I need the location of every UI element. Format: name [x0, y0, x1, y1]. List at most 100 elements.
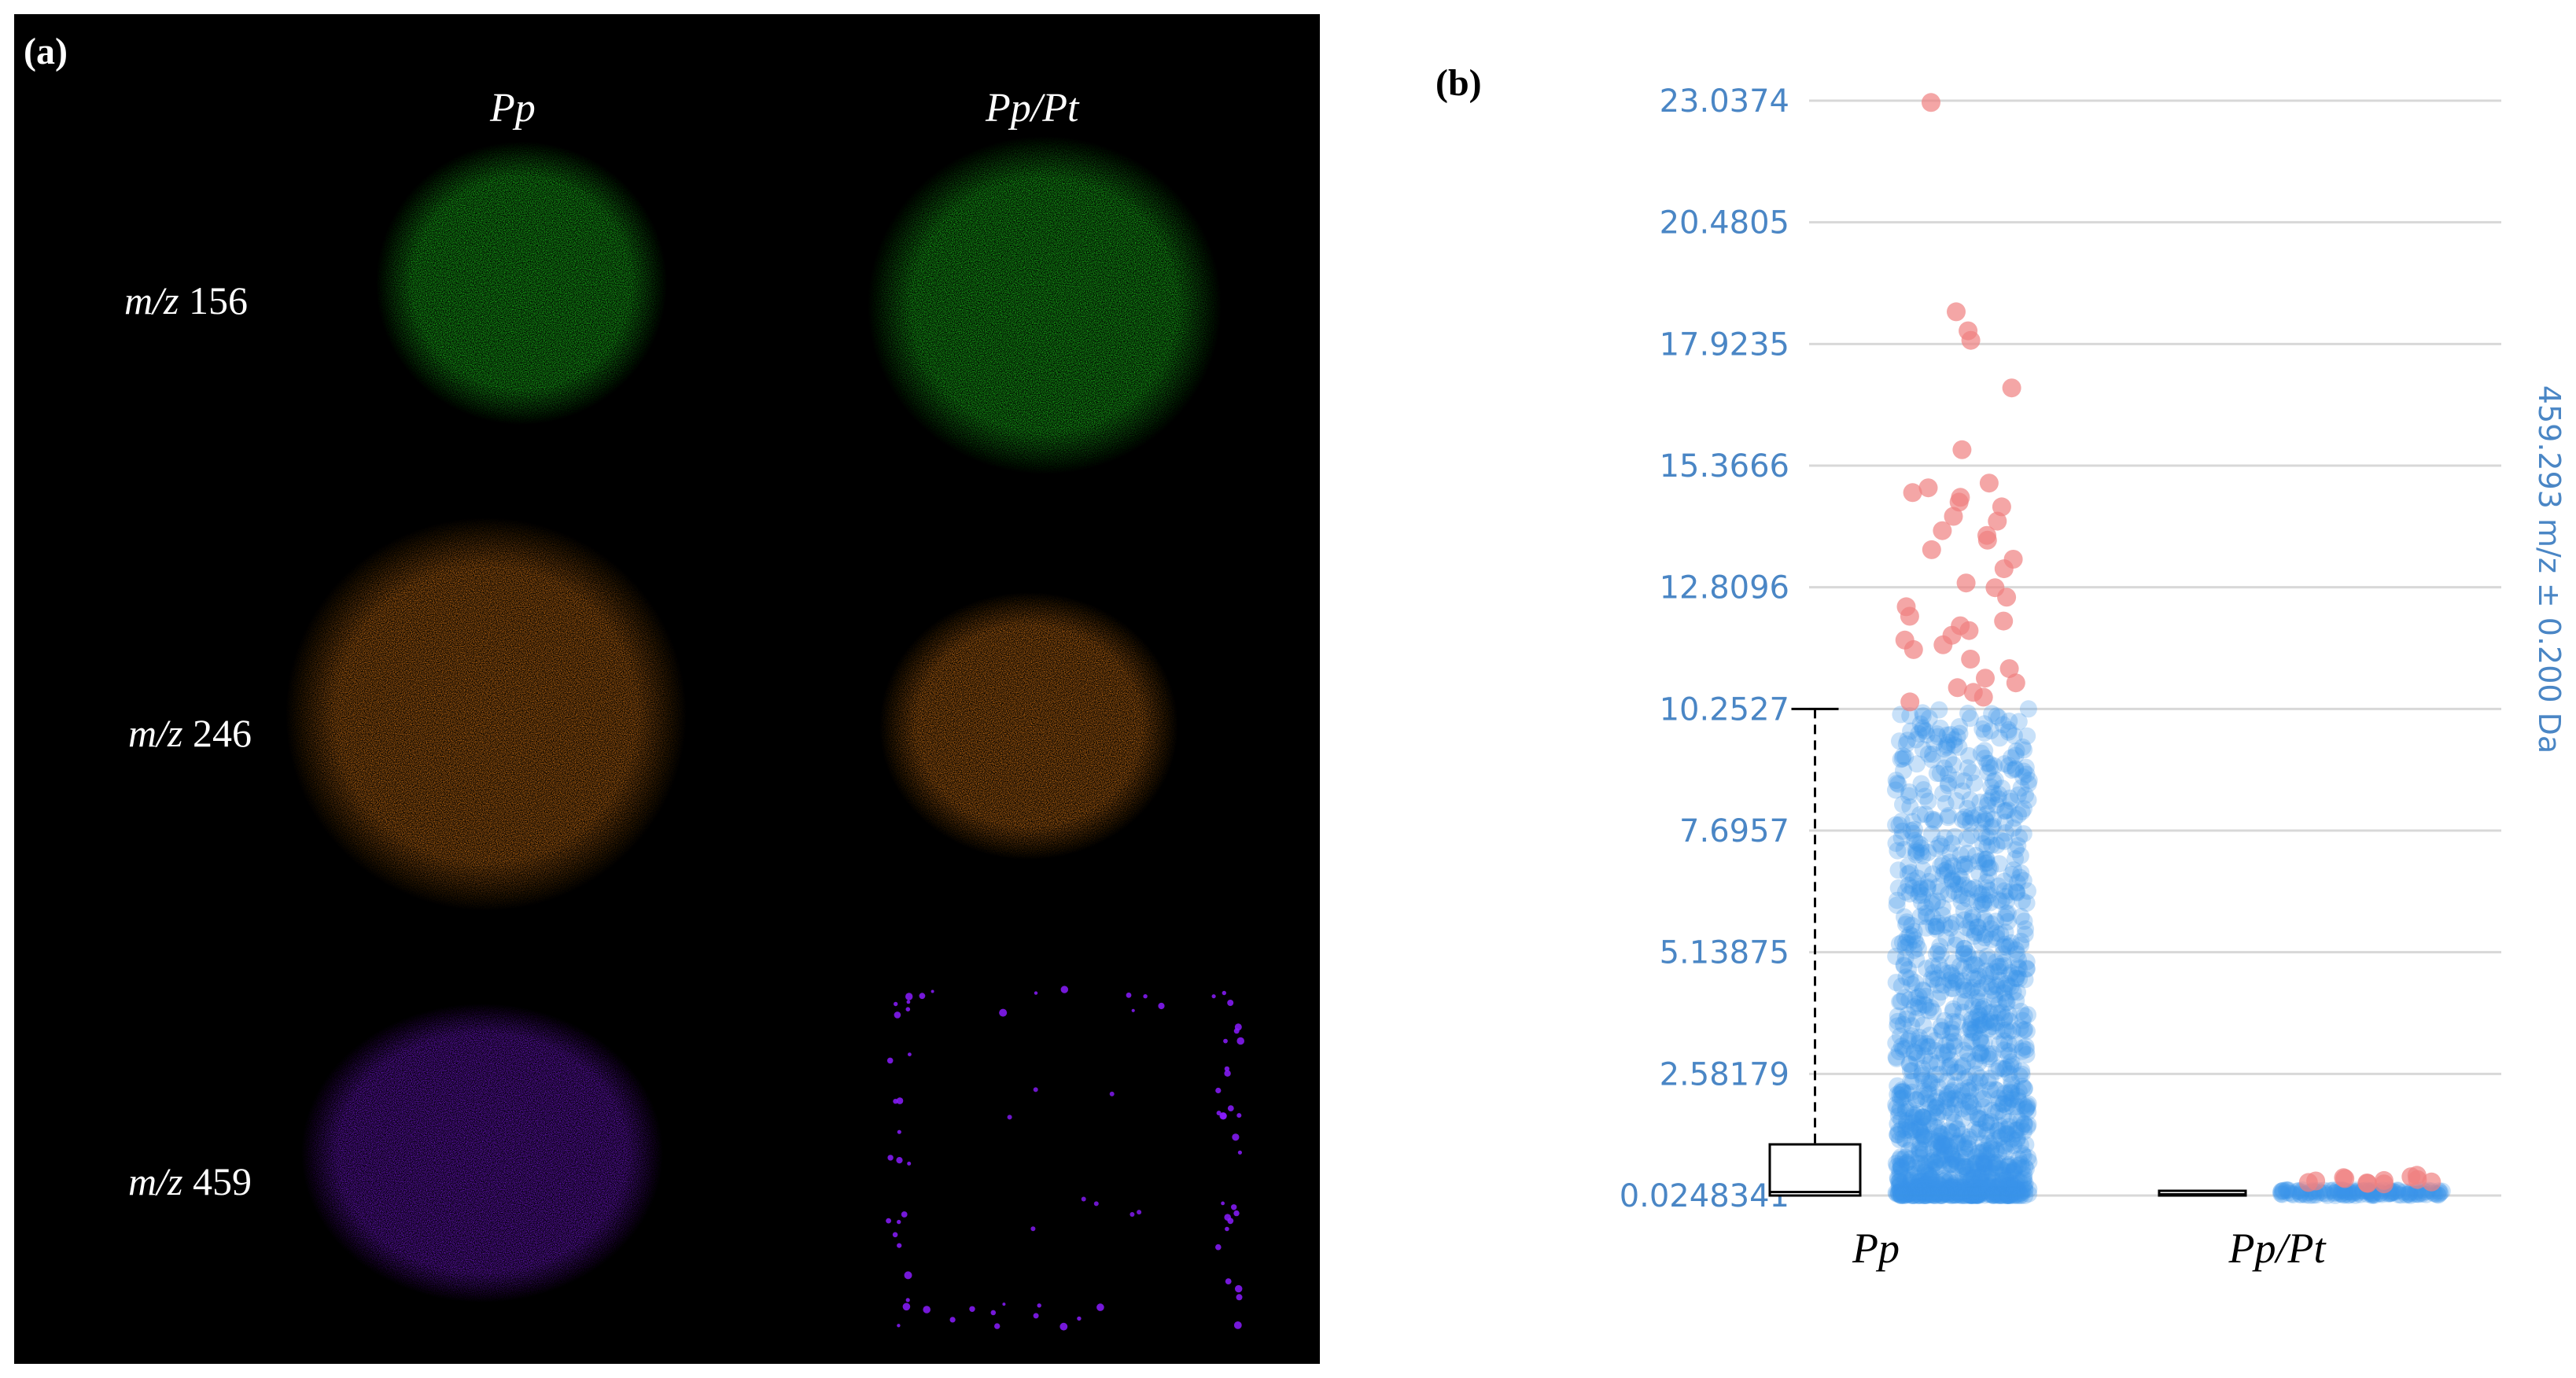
data-point	[2001, 1163, 2019, 1181]
data-point	[2002, 1186, 2020, 1204]
data-point	[1959, 800, 1977, 817]
data-point	[1998, 1058, 2016, 1076]
data-point	[1953, 1178, 1971, 1196]
data-point	[1976, 742, 1994, 760]
data-point	[1891, 1100, 1909, 1118]
data-point	[1977, 1013, 1995, 1031]
data-point	[1922, 1170, 1940, 1188]
data-point	[1903, 1166, 1921, 1184]
data-point	[1999, 905, 2017, 922]
data-point	[1896, 748, 1914, 766]
data-point	[1897, 735, 1915, 753]
data-point	[1974, 1152, 1992, 1170]
data-point	[1933, 899, 1951, 917]
data-point	[2389, 1181, 2407, 1199]
data-point	[1970, 949, 1988, 967]
data-point	[1892, 812, 1911, 831]
data-point	[1925, 1186, 1943, 1203]
data-point	[1962, 1014, 1981, 1032]
data-point	[1918, 908, 1936, 926]
data-point	[2012, 932, 2030, 950]
data-point	[1974, 1164, 1992, 1182]
data-point	[1986, 1159, 2004, 1177]
data-point	[1957, 1092, 1975, 1111]
data-point	[2316, 1185, 2335, 1203]
data-point	[1948, 792, 1966, 810]
data-point	[1892, 750, 1910, 768]
data-point	[1958, 830, 1976, 848]
data-point	[2005, 1187, 2023, 1204]
data-point	[2007, 1175, 2025, 1192]
data-point	[2018, 1045, 2036, 1063]
data-point	[1946, 1089, 1964, 1107]
data-point	[1902, 1182, 1920, 1200]
data-point	[1972, 1043, 1990, 1061]
data-point	[1905, 923, 1923, 941]
data-point	[1969, 918, 1986, 936]
data-point	[1955, 945, 1973, 963]
data-point	[1901, 798, 1919, 816]
data-point	[1929, 1175, 1947, 1193]
data-point	[1925, 918, 1943, 936]
data-point	[1938, 1059, 1956, 1077]
data-point	[1966, 1074, 1984, 1092]
outlier-point	[1903, 639, 1923, 659]
data-point	[2005, 727, 2023, 745]
ion-pixel	[1096, 1303, 1104, 1311]
data-point	[1963, 1183, 1981, 1200]
data-point	[1896, 949, 1914, 967]
data-point	[1959, 879, 1977, 897]
data-point	[1914, 707, 1932, 725]
data-point	[1887, 1155, 1905, 1173]
data-point	[1988, 1014, 2006, 1032]
data-point	[1955, 1138, 1973, 1156]
data-point	[2015, 1166, 2033, 1184]
data-point	[1893, 934, 1911, 952]
data-point	[1959, 948, 1977, 966]
data-point	[1996, 802, 2014, 820]
data-point	[1935, 1046, 1953, 1064]
data-point	[1900, 783, 1918, 801]
data-point	[1895, 957, 1913, 975]
data-point	[2010, 713, 2028, 731]
data-point	[1906, 1043, 1924, 1061]
data-point	[1911, 1172, 1929, 1190]
data-point	[1894, 1041, 1912, 1059]
y-tick-label: 23.0374	[1660, 83, 1789, 120]
data-point	[1927, 1066, 1945, 1084]
data-point	[1996, 872, 2014, 890]
data-point	[2013, 1159, 2031, 1177]
data-point	[1942, 1186, 1960, 1204]
data-point	[1923, 1168, 1941, 1186]
data-point	[1914, 1172, 1932, 1190]
data-point	[1916, 1047, 1934, 1065]
data-point	[1913, 1107, 1931, 1126]
data-point	[2019, 791, 2037, 809]
data-point	[1916, 1175, 1934, 1193]
data-point	[1909, 869, 1926, 887]
mz-value: 156	[188, 278, 248, 322]
ion-pixel	[1077, 1316, 1082, 1321]
data-point	[1990, 995, 2008, 1013]
data-point	[1990, 855, 2008, 873]
outlier-point	[2358, 1174, 2378, 1193]
data-point	[1967, 1148, 1985, 1166]
row-label-mz459: m/z 459	[128, 1159, 252, 1204]
data-point	[1923, 810, 1941, 828]
data-point	[1959, 1186, 1977, 1203]
data-point	[1958, 1166, 1976, 1184]
data-point	[1977, 926, 1995, 944]
data-point	[1943, 871, 1961, 889]
data-point	[1889, 1085, 1907, 1104]
data-point	[1904, 879, 1922, 897]
data-point	[1915, 1177, 1933, 1194]
outlier-point	[2298, 1173, 2318, 1192]
ion-pixel	[1236, 1037, 1244, 1045]
data-point	[1899, 865, 1917, 883]
data-point	[1974, 1135, 1992, 1153]
data-point	[1981, 1011, 1999, 1029]
data-point	[1938, 726, 1956, 744]
data-point	[2015, 1079, 2033, 1097]
data-point	[1980, 1048, 1998, 1066]
data-point	[1923, 895, 1941, 912]
